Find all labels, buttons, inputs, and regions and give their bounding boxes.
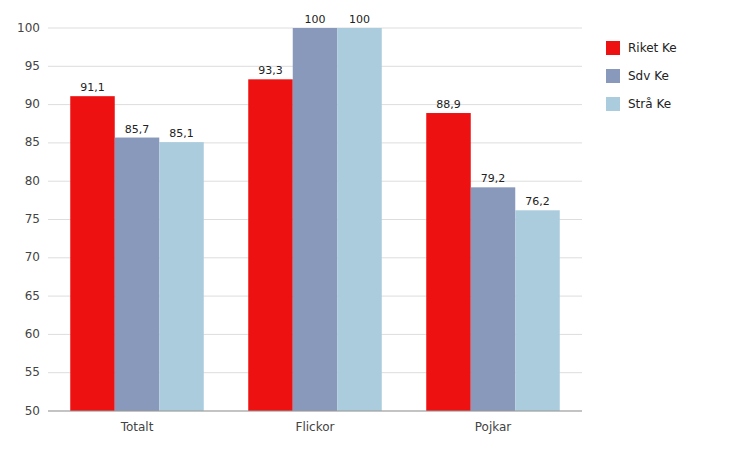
grid (48, 28, 582, 411)
data-label: 100 (349, 13, 370, 26)
data-label: 100 (305, 13, 326, 26)
legend-label: Riket Ke (628, 41, 677, 55)
y-tick-label: 100 (17, 21, 40, 35)
bar (515, 210, 560, 411)
x-tick-label: Totalt (120, 420, 154, 434)
data-label: 91,1 (80, 81, 105, 94)
y-tick-label: 55 (25, 365, 40, 379)
data-labels: 91,1 93,3 88,9 85,7 100 79,2 85,1 100 76,2 (80, 13, 550, 208)
data-label: 93,3 (258, 64, 283, 77)
y-axis: 50 55 60 65 70 75 80 85 90 95 100 (17, 21, 40, 418)
bar (471, 187, 516, 411)
bar (115, 138, 160, 411)
y-tick-label: 50 (25, 404, 40, 418)
legend-label: Sdv Ke (628, 69, 669, 83)
data-label: 88,9 (436, 98, 461, 111)
data-label: 76,2 (525, 195, 550, 208)
y-tick-label: 85 (25, 135, 40, 149)
y-tick-label: 80 (25, 174, 40, 188)
data-label: 85,1 (169, 127, 194, 140)
x-axis: Totalt Flickor Pojkar (48, 411, 582, 434)
data-label: 79,2 (481, 172, 506, 185)
bar (293, 28, 338, 411)
bars (70, 28, 560, 411)
bar (337, 28, 382, 411)
legend: Riket Ke Sdv Ke Strå Ke (606, 41, 677, 112)
chart: 50 55 60 65 70 75 80 85 90 95 100 91,1 93,3 88,9 85,7 1… (0, 0, 752, 451)
chart-container: 50 55 60 65 70 75 80 85 90 95 100 91,1 93,3 88,9 85,7 1… (0, 0, 752, 451)
y-tick-label: 90 (25, 97, 40, 111)
legend-label: Strå Ke (628, 97, 671, 111)
legend-swatch (606, 41, 620, 55)
x-axis-line (48, 411, 582, 412)
y-tick-label: 60 (25, 327, 40, 341)
y-tick-label: 75 (25, 212, 40, 226)
bar (70, 96, 115, 411)
y-tick-label: 95 (25, 59, 40, 73)
bar (426, 113, 471, 411)
legend-swatch (606, 97, 620, 111)
y-tick-label: 65 (25, 289, 40, 303)
bar (159, 142, 204, 411)
y-tick-label: 70 (25, 250, 40, 264)
grid-line (48, 411, 582, 412)
data-label: 85,7 (125, 123, 150, 136)
x-tick-label: Flickor (296, 420, 335, 434)
x-tick-label: Pojkar (475, 420, 512, 434)
bar (248, 79, 293, 411)
legend-swatch (606, 69, 620, 83)
